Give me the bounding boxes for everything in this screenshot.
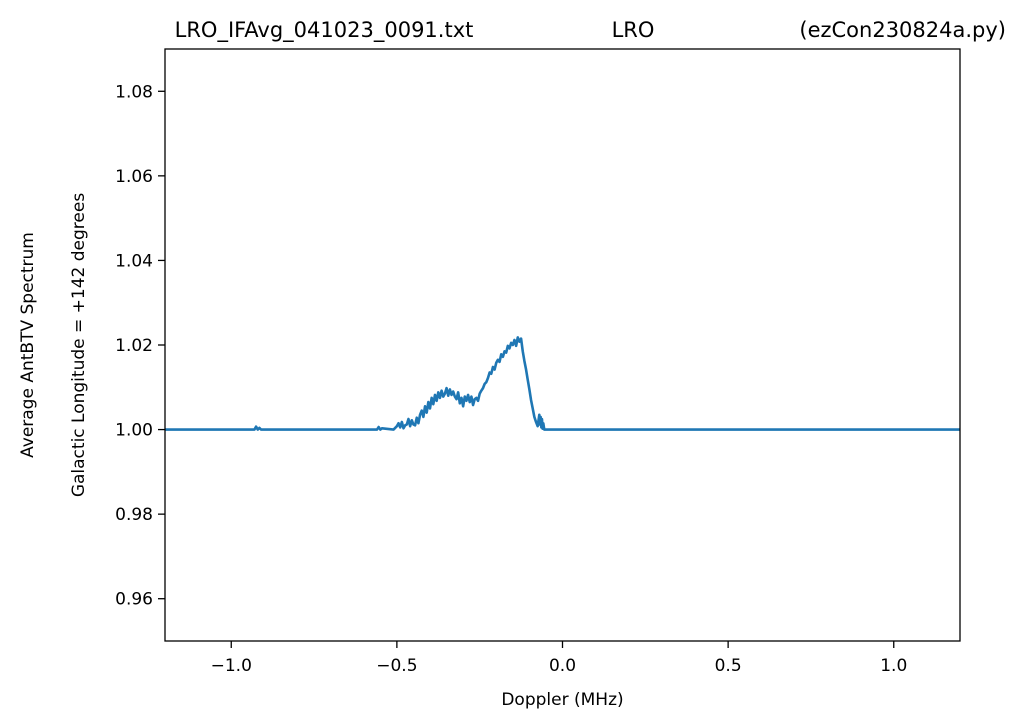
x-tick-label: 0.0 [549,656,576,676]
chart-title-right: (ezCon230824a.py) [799,18,1006,42]
y-tick-label: 1.06 [115,167,153,187]
x-tick-label: −0.5 [376,656,417,676]
y-tick-label: 1.02 [115,336,153,356]
x-axis-label: Doppler (MHz) [501,690,623,710]
y-axis-outer-label: Average AntBTV Spectrum [18,232,38,458]
x-tick-label: 1.0 [880,656,907,676]
y-tick-label: 0.98 [115,505,153,525]
y-axis-label: Galactic Longitude = +142 degrees [69,193,89,497]
y-tick-label: 1.08 [115,82,153,102]
y-tick-label: 1.04 [115,251,153,271]
chart-title-center: LRO [612,18,655,42]
x-tick-label: −1.0 [211,656,252,676]
x-tick-label: 0.5 [715,656,742,676]
y-tick-label: 1.00 [115,421,153,441]
data-series-line [165,336,960,431]
tick-layer: −1.0 −0.5 0.0 0.5 1.0 0.96 0.98 1.00 1.02 1.04 1.0… [115,82,907,676]
chart-title-left: LRO_IFAvg_041023_0091.txt [175,18,474,43]
plot-frame [164,48,961,642]
y-tick-label: 0.96 [115,590,153,610]
